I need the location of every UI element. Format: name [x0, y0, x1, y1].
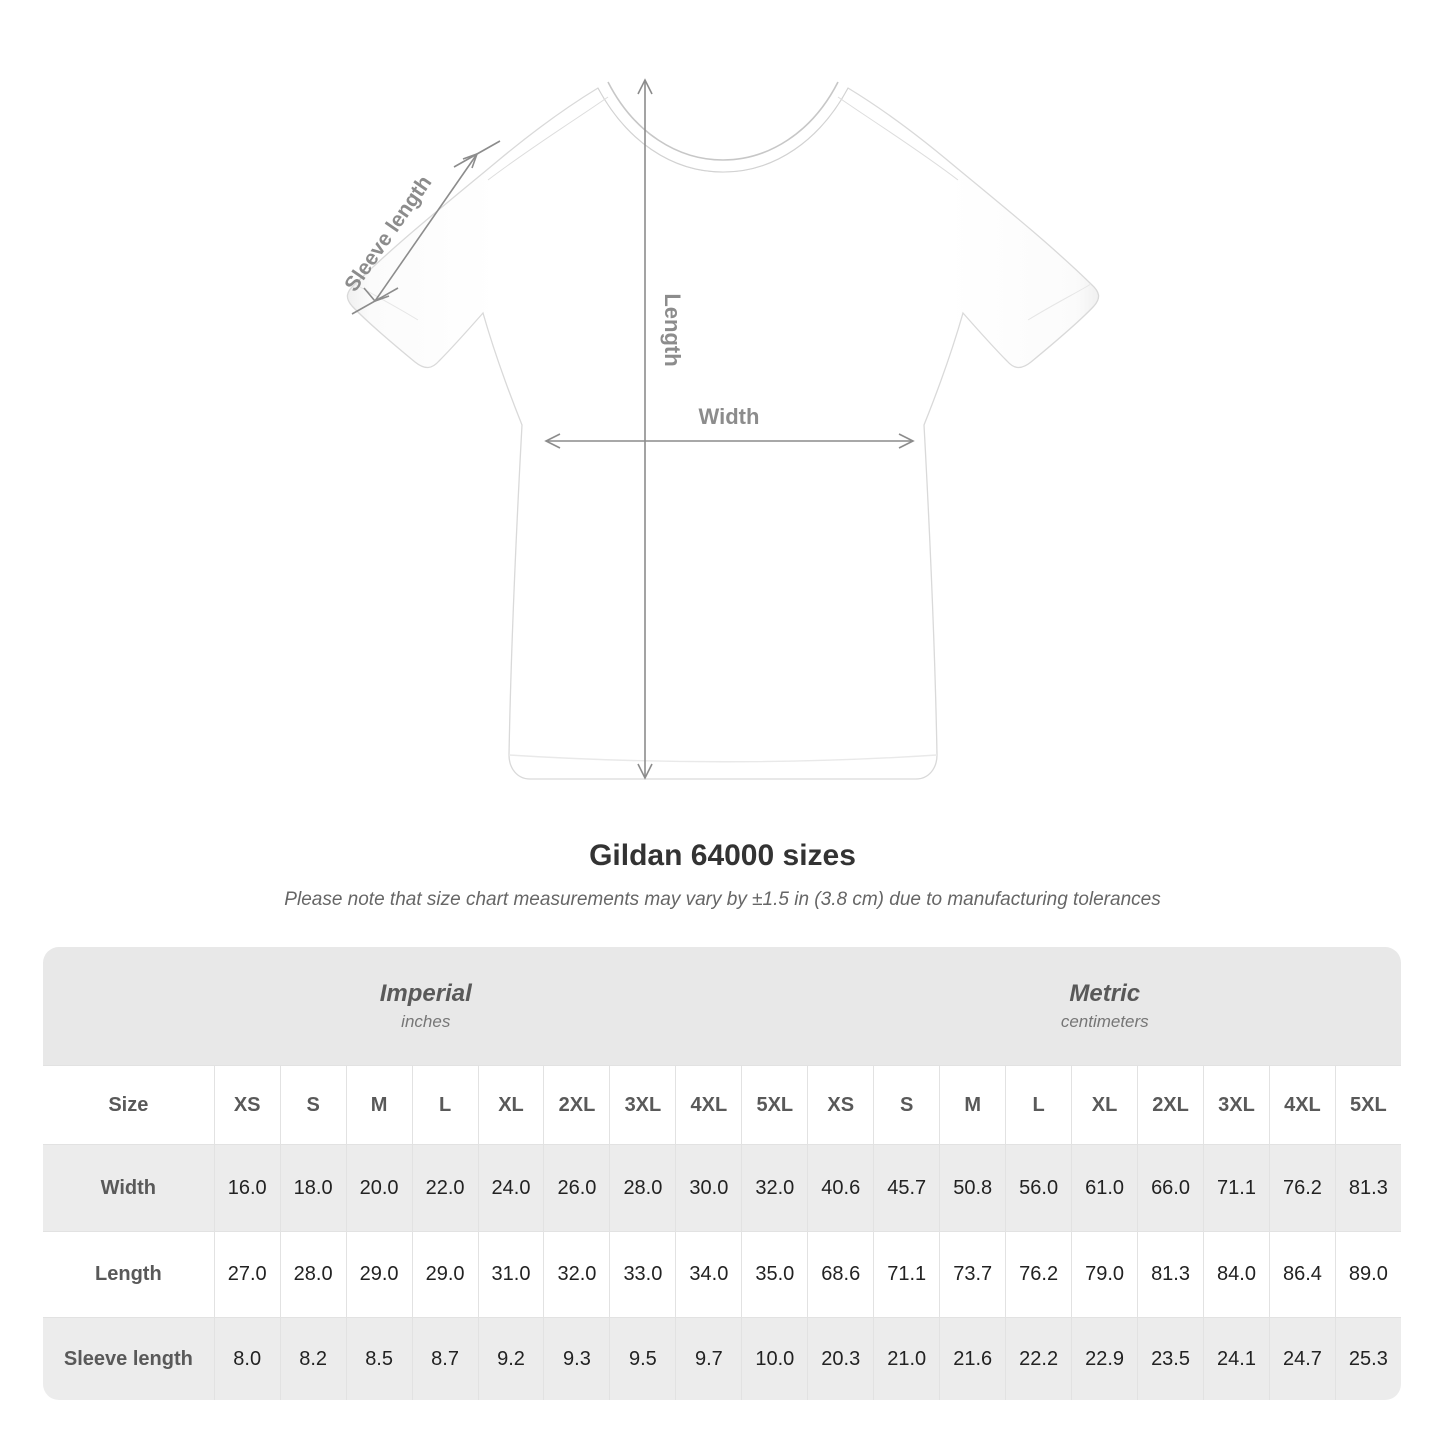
svg-text:Length: Length: [660, 293, 685, 366]
svg-text:Width: Width: [699, 404, 760, 429]
